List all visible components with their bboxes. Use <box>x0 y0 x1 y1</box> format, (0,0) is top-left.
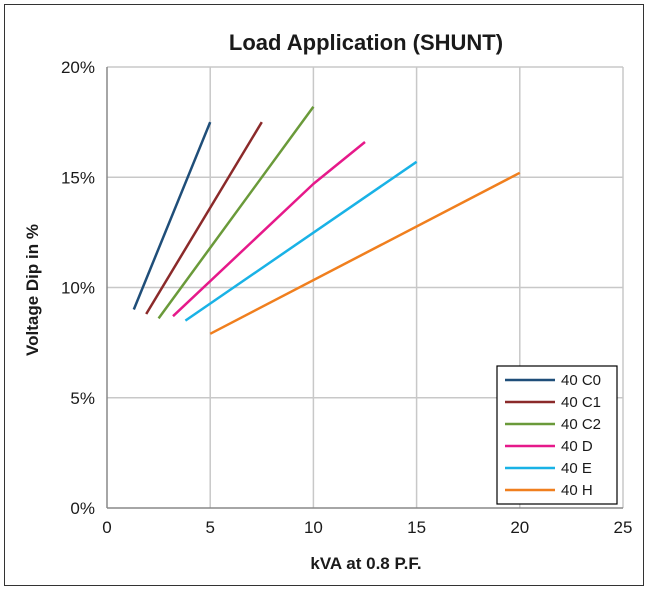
series-line-40-c1 <box>145 121 263 315</box>
legend-entry-label: 40 C2 <box>561 416 601 433</box>
y-tick-label: 10% <box>61 279 95 298</box>
legend-entry-label: 40 D <box>561 438 593 455</box>
x-tick-label: 15 <box>407 518 426 537</box>
x-tick-label: 0 <box>102 518 111 537</box>
x-tick-label: 20 <box>510 518 529 537</box>
legend-entry-label: 40 C1 <box>561 394 601 411</box>
legend-entry-label: 40 H <box>561 482 593 499</box>
series-line-40-c2 <box>157 105 315 320</box>
series-line-40-c0 <box>132 121 212 310</box>
x-axis-label: kVA at 0.8 P.F. <box>310 554 421 573</box>
tick-labels: 0 5 10 15 20 25 0% 5% 10% 15% 20% <box>61 58 632 537</box>
legend-entry-label: 40 E <box>561 460 592 477</box>
x-tick-label: 5 <box>205 518 214 537</box>
series-line-40-e <box>184 160 418 322</box>
legend: 40 C0 40 C1 40 C2 40 D 40 E 40 H <box>496 365 618 505</box>
y-tick-label: 15% <box>61 168 95 187</box>
x-tick-label: 10 <box>304 518 323 537</box>
chart-title: Load Application (SHUNT) <box>229 30 503 55</box>
series-lines <box>132 105 521 335</box>
x-tick-label: 25 <box>614 518 633 537</box>
y-tick-label: 0% <box>70 499 95 518</box>
y-axis-label: Voltage Dip in % <box>23 224 42 356</box>
legend-entry-label: 40 C0 <box>561 372 601 389</box>
series-line-40-h <box>209 171 521 335</box>
y-tick-label: 20% <box>61 58 95 77</box>
legend-box <box>496 365 618 505</box>
y-tick-label: 5% <box>70 389 95 408</box>
series-line-40-d <box>172 141 366 318</box>
